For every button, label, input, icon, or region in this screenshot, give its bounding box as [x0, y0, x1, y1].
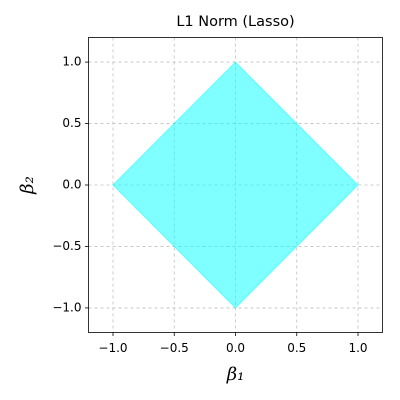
x-tick-label: 1.0 [348, 341, 367, 355]
chart-title: L1 Norm (Lasso) [176, 14, 294, 30]
y-tick-label: 0.5 [62, 116, 81, 130]
y-tick-label: 1.0 [62, 55, 81, 69]
y-axis-label: β₂ [17, 176, 38, 195]
filled-region [112, 61, 359, 309]
x-tick-label: −1.0 [98, 341, 127, 355]
y-tick-label: −1.0 [52, 300, 81, 314]
x-tick-label: 0.0 [226, 341, 245, 355]
y-tick-label: −0.5 [52, 239, 81, 253]
x-tick-label: −0.5 [160, 341, 189, 355]
x-tick-label: 0.5 [287, 341, 306, 355]
x-axis-label: β₁ [226, 364, 245, 385]
y-tick-label: 0.0 [62, 178, 81, 192]
